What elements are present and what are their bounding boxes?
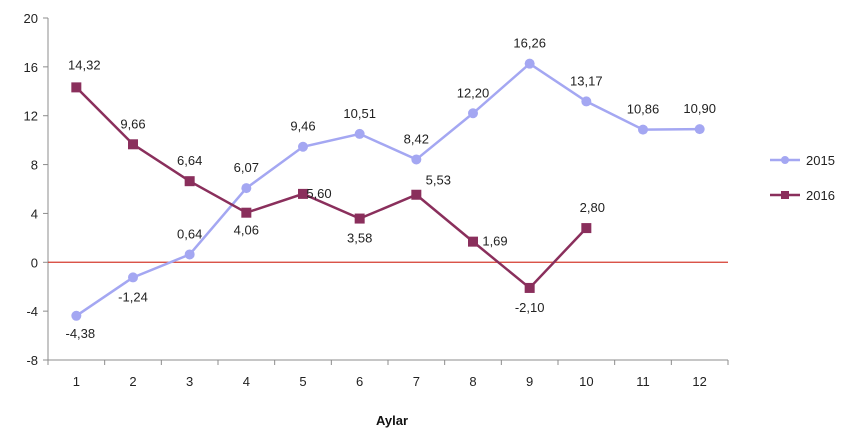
x-axis-title: Aylar	[376, 413, 408, 428]
y-tick-label: -8	[26, 353, 38, 368]
data-label-2015: -4,38	[66, 326, 96, 341]
data-label-2015: 10,90	[683, 101, 716, 116]
series-line-2015	[75, 62, 700, 317]
chart-legend: 2015 2016	[770, 153, 835, 203]
y-tick-label: 20	[24, 11, 38, 26]
data-label-2015: 10,86	[627, 102, 660, 117]
data-point-2016	[128, 139, 138, 150]
data-point-2016	[298, 188, 308, 199]
data-label-2016: 9,66	[120, 116, 145, 131]
data-point-2015	[128, 272, 138, 283]
data-label-2015: 8,42	[404, 131, 429, 146]
x-tick-label: 4	[243, 374, 250, 389]
y-tick-label: 4	[31, 206, 38, 221]
data-point-2015	[581, 96, 592, 107]
data-point-2016	[581, 223, 592, 234]
data-point-2016	[468, 236, 478, 247]
data-label-2015: 13,17	[570, 73, 603, 88]
data-point-2015	[638, 124, 648, 135]
x-tick-label: 6	[356, 374, 363, 389]
data-label-2015: 16,26	[513, 36, 546, 51]
data-point-2015	[468, 108, 478, 119]
data-point-2016	[71, 82, 82, 93]
data-label-2016: 3,58	[347, 231, 372, 246]
data-label-2015: 9,46	[290, 119, 315, 134]
x-tick-label: 7	[413, 374, 420, 389]
x-tick-label: 9	[526, 374, 533, 389]
data-point-2015	[241, 183, 252, 194]
legend-label-2016: 2016	[806, 188, 835, 203]
data-label-2015: 12,20	[457, 85, 490, 100]
chart-data-labels: -4,38 -1,24 0,64 6,07 9,46 10,51 8,42 12,20 16,2…	[66, 36, 716, 341]
legend-label-2015: 2015	[806, 153, 835, 168]
series-line-2016	[75, 86, 588, 290]
legend-marker-2015	[781, 156, 789, 164]
y-tick-label: 0	[31, 255, 38, 270]
data-point-2016	[354, 213, 365, 224]
data-label-2016: 14,32	[68, 57, 101, 72]
y-tick-label: 12	[24, 109, 38, 124]
x-tick-label: 3	[186, 374, 193, 389]
data-label-2016: 1,69	[482, 234, 507, 249]
data-label-2015: 0,64	[177, 226, 202, 241]
data-label-2016: 6,64	[177, 153, 202, 168]
data-point-2015	[694, 124, 705, 135]
data-label-2015: -1,24	[118, 289, 148, 304]
data-point-2015	[71, 310, 82, 321]
data-point-2015	[354, 128, 365, 139]
data-label-2016: 5,60	[306, 186, 331, 201]
data-label-2015: 6,07	[234, 160, 259, 175]
data-point-2015	[524, 58, 535, 69]
data-point-2016	[184, 176, 195, 187]
data-point-2016	[241, 207, 252, 218]
data-label-2015: 10,51	[343, 106, 376, 121]
data-point-2015	[184, 249, 195, 260]
x-tick-label: 12	[692, 374, 706, 389]
x-tick-label: 10	[579, 374, 593, 389]
x-tick-label: 2	[129, 374, 136, 389]
x-tick-label: 8	[469, 374, 476, 389]
data-label-2016: 4,06	[234, 223, 259, 238]
x-tick-label: 11	[636, 374, 650, 389]
x-tick-label: 5	[299, 374, 306, 389]
data-point-2015	[411, 154, 422, 165]
data-label-2016: 5,53	[426, 173, 451, 188]
y-tick-label: 16	[24, 60, 38, 75]
data-label-2016: 2,80	[580, 200, 605, 215]
y-tick-label: -4	[26, 304, 38, 319]
chart-series	[71, 58, 705, 321]
data-label-2016: -2,10	[515, 300, 545, 315]
data-point-2016	[524, 282, 535, 293]
legend-marker-2016	[781, 191, 789, 199]
x-tick-label: 1	[73, 374, 80, 389]
y-tick-label: 8	[31, 158, 38, 173]
data-point-2016	[411, 189, 422, 200]
data-point-2015	[298, 141, 308, 152]
